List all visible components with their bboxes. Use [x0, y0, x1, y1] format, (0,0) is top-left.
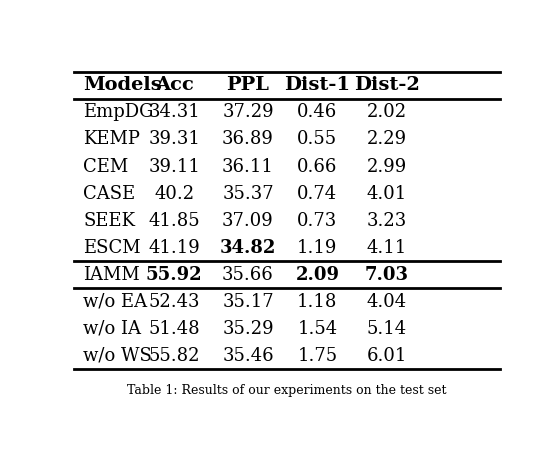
Text: 35.46: 35.46	[222, 346, 274, 365]
Text: KEMP: KEMP	[83, 130, 140, 148]
Text: 5.14: 5.14	[367, 320, 407, 338]
Text: 39.31: 39.31	[148, 130, 200, 148]
Text: Dist-1: Dist-1	[284, 76, 351, 94]
Text: 4.04: 4.04	[367, 292, 407, 311]
Text: w/o EA: w/o EA	[83, 292, 147, 311]
Text: 2.99: 2.99	[367, 158, 407, 176]
Text: 37.29: 37.29	[222, 104, 274, 122]
Text: 41.19: 41.19	[148, 238, 200, 257]
Text: ESCM: ESCM	[83, 238, 141, 257]
Text: PPL: PPL	[226, 76, 269, 94]
Text: 3.23: 3.23	[367, 212, 407, 230]
Text: Models: Models	[83, 76, 162, 94]
Text: 35.37: 35.37	[222, 184, 274, 202]
Text: 1.54: 1.54	[297, 320, 338, 338]
Text: Acc: Acc	[155, 76, 194, 94]
Text: 41.85: 41.85	[148, 212, 200, 230]
Text: IAMM: IAMM	[83, 266, 140, 284]
Text: Dist-2: Dist-2	[354, 76, 420, 94]
Text: 34.31: 34.31	[148, 104, 200, 122]
Text: SEEK: SEEK	[83, 212, 135, 230]
Text: 2.09: 2.09	[295, 266, 339, 284]
Text: 0.66: 0.66	[297, 158, 338, 176]
Text: 2.29: 2.29	[367, 130, 407, 148]
Text: 36.11: 36.11	[222, 158, 274, 176]
Text: 55.82: 55.82	[148, 346, 200, 365]
Text: 55.92: 55.92	[146, 266, 203, 284]
Text: 0.55: 0.55	[297, 130, 338, 148]
Text: 6.01: 6.01	[367, 346, 407, 365]
Text: 2.02: 2.02	[367, 104, 407, 122]
Text: 34.82: 34.82	[220, 238, 276, 257]
Text: 0.73: 0.73	[297, 212, 338, 230]
Text: 1.75: 1.75	[297, 346, 338, 365]
Text: w/o WS: w/o WS	[83, 346, 152, 365]
Text: 1.19: 1.19	[297, 238, 338, 257]
Text: 36.89: 36.89	[222, 130, 274, 148]
Text: 1.18: 1.18	[297, 292, 338, 311]
Text: CEM: CEM	[83, 158, 128, 176]
Text: 0.74: 0.74	[297, 184, 338, 202]
Text: 40.2: 40.2	[154, 184, 194, 202]
Text: 35.17: 35.17	[222, 292, 274, 311]
Text: 37.09: 37.09	[222, 212, 274, 230]
Text: 35.66: 35.66	[222, 266, 274, 284]
Text: 52.43: 52.43	[148, 292, 200, 311]
Text: EmpDG: EmpDG	[83, 104, 153, 122]
Text: CASE: CASE	[83, 184, 136, 202]
Text: 4.01: 4.01	[367, 184, 407, 202]
Text: w/o IA: w/o IA	[83, 320, 141, 338]
Text: 4.11: 4.11	[367, 238, 407, 257]
Text: 35.29: 35.29	[222, 320, 274, 338]
Text: 39.11: 39.11	[148, 158, 200, 176]
Text: 0.46: 0.46	[297, 104, 338, 122]
Text: 51.48: 51.48	[148, 320, 200, 338]
Text: 7.03: 7.03	[365, 266, 409, 284]
Text: Table 1: Results of our experiments on the test set: Table 1: Results of our experiments on t…	[127, 384, 447, 397]
